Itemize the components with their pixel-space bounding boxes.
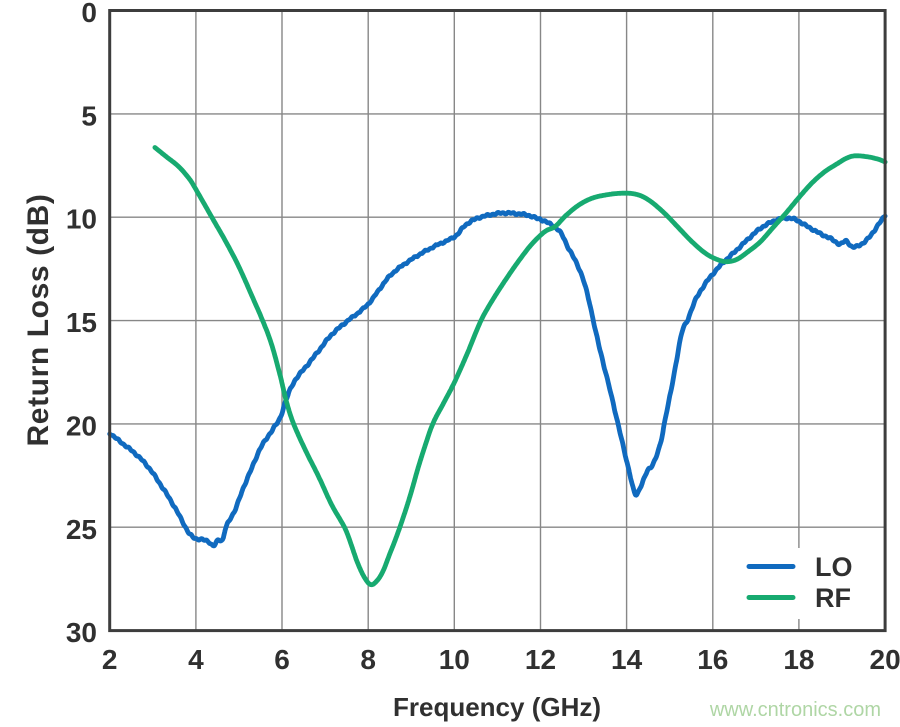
svg-text:10: 10	[439, 644, 470, 675]
svg-text:20: 20	[66, 410, 97, 441]
svg-text:4: 4	[188, 644, 204, 675]
svg-text:18: 18	[783, 644, 814, 675]
svg-text:RF: RF	[815, 583, 851, 613]
svg-text:5: 5	[81, 100, 97, 131]
svg-text:25: 25	[66, 514, 97, 545]
svg-text:2: 2	[102, 644, 118, 675]
svg-text:14: 14	[611, 644, 643, 675]
svg-text:15: 15	[66, 307, 97, 338]
svg-text:16: 16	[697, 644, 728, 675]
svg-text:www.cntronics.com: www.cntronics.com	[709, 699, 881, 721]
svg-text:30: 30	[66, 617, 97, 648]
svg-text:10: 10	[66, 204, 97, 235]
svg-text:6: 6	[274, 644, 290, 675]
svg-text:8: 8	[360, 644, 376, 675]
svg-text:12: 12	[525, 644, 556, 675]
svg-text:LO: LO	[815, 552, 853, 582]
svg-text:Frequency (GHz): Frequency (GHz)	[393, 692, 601, 722]
svg-text:Return Loss (dB): Return Loss (dB)	[22, 194, 55, 447]
svg-text:20: 20	[870, 644, 900, 675]
svg-text:0: 0	[81, 0, 97, 28]
